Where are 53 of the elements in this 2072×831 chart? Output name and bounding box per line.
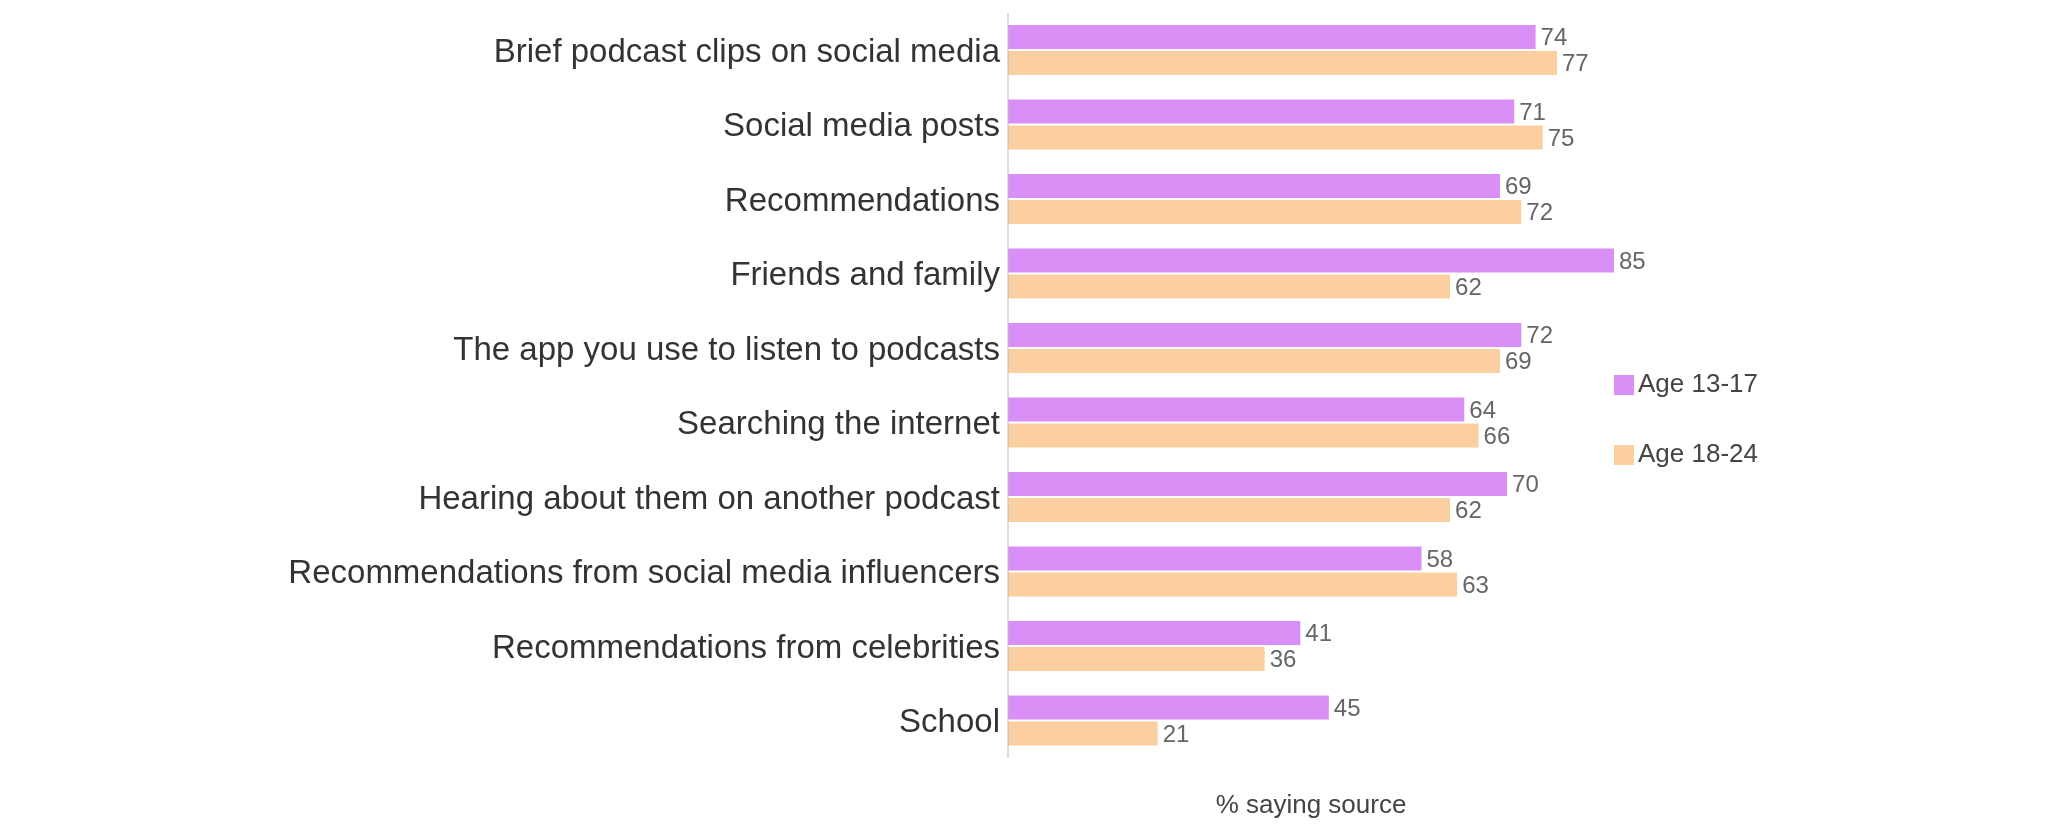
data-label: 36 [1269, 645, 1297, 673]
data-label: 62 [1455, 272, 1482, 300]
data-label: 62 [1455, 496, 1482, 524]
bar [1008, 572, 1458, 597]
y-tick-label: School [899, 702, 1000, 740]
bar [1008, 348, 1500, 373]
data-label: 21 [1162, 719, 1190, 747]
y-tick-label: Brief podcast clips on social media [493, 31, 1001, 69]
y-tick-label: Recommendations [724, 180, 1000, 218]
x-axis-title: % saying source [1215, 789, 1407, 819]
bar [1008, 50, 1557, 75]
bar [1008, 620, 1301, 645]
bar [1008, 99, 1515, 124]
y-tick-label: Recommendations from social media influencers [288, 553, 1000, 591]
bar [1008, 322, 1522, 347]
data-label: 64 [1469, 395, 1496, 423]
bar [1008, 173, 1500, 198]
bar [1008, 125, 1543, 150]
y-tick-label: Social media posts [723, 106, 1000, 144]
data-label: 85 [1619, 246, 1646, 274]
data-label: 41 [1305, 619, 1333, 647]
bar [1008, 24, 1536, 49]
bar [1008, 646, 1265, 671]
data-label: 45 [1333, 693, 1361, 721]
legend-label: Age 13-17 [1638, 368, 1758, 398]
data-label: 72 [1526, 321, 1554, 349]
bar [1008, 497, 1451, 522]
data-label: 66 [1483, 421, 1511, 449]
bar [1008, 471, 1508, 496]
y-tick-label: Friends and family [730, 255, 1001, 293]
data-label: 71 [1519, 97, 1546, 125]
bar [1008, 721, 1158, 746]
legend-label: Age 18-24 [1638, 438, 1758, 468]
bar [1008, 199, 1522, 224]
data-label: 70 [1512, 470, 1539, 498]
data-label: 75 [1547, 123, 1575, 151]
bar [1008, 695, 1329, 720]
data-label: 63 [1462, 570, 1489, 598]
bar [1008, 423, 1479, 448]
bar [1008, 274, 1451, 299]
bar [1008, 397, 1465, 422]
data-label: 72 [1526, 198, 1554, 226]
y-tick-label: Searching the internet [677, 404, 1000, 442]
data-label: 69 [1504, 347, 1532, 375]
data-label: 69 [1504, 172, 1532, 200]
bar [1008, 248, 1615, 273]
y-tick-label: Hearing about them on another podcast [418, 478, 1000, 516]
y-tick-label: The app you use to listen to podcasts [453, 329, 1000, 367]
data-label: 74 [1540, 23, 1568, 51]
bar [1008, 546, 1422, 571]
y-tick-label: Recommendations from celebrities [491, 627, 1000, 665]
data-label: 58 [1426, 544, 1454, 572]
data-label: 77 [1561, 49, 1589, 77]
